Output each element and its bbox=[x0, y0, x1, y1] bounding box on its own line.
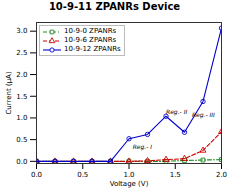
html-text:10-9-0 ZPANRs: 10-9-0 ZPANRs bbox=[64, 27, 117, 35]
svg-text:2.0: 2.0 bbox=[216, 171, 227, 179]
svg-text:0.5: 0.5 bbox=[77, 171, 88, 179]
svg-text:3.0: 3.0 bbox=[16, 27, 27, 35]
html-text:10-9-11 ZPANRs Device: 10-9-11 ZPANRs Device bbox=[48, 1, 181, 12]
svg-text:1.0: 1.0 bbox=[16, 114, 27, 122]
svg-text:2.0: 2.0 bbox=[16, 71, 27, 79]
html-text:10-9-6 ZPANRs: 10-9-6 ZPANRs bbox=[64, 36, 117, 44]
svg-text:2.5: 2.5 bbox=[16, 49, 27, 57]
svg-text:1.0: 1.0 bbox=[123, 171, 134, 179]
svg-text:Reg.- III: Reg.- III bbox=[192, 111, 215, 119]
svg-text:Reg.- II: Reg.- II bbox=[166, 108, 187, 116]
svg-text:Voltage (V): Voltage (V) bbox=[110, 180, 149, 188]
html-text:10-9-12 ZPANRs: 10-9-12 ZPANRs bbox=[64, 45, 121, 53]
svg-text:1.5: 1.5 bbox=[170, 171, 181, 179]
svg-text:Reg.- I: Reg.- I bbox=[133, 143, 153, 151]
svg-text:Current (μA): Current (μA) bbox=[5, 71, 13, 114]
svg-text:0.0: 0.0 bbox=[31, 171, 42, 179]
svg-text:0.0: 0.0 bbox=[16, 158, 27, 166]
svg-text:0.5: 0.5 bbox=[16, 136, 27, 144]
svg-text:1.5: 1.5 bbox=[16, 92, 27, 100]
